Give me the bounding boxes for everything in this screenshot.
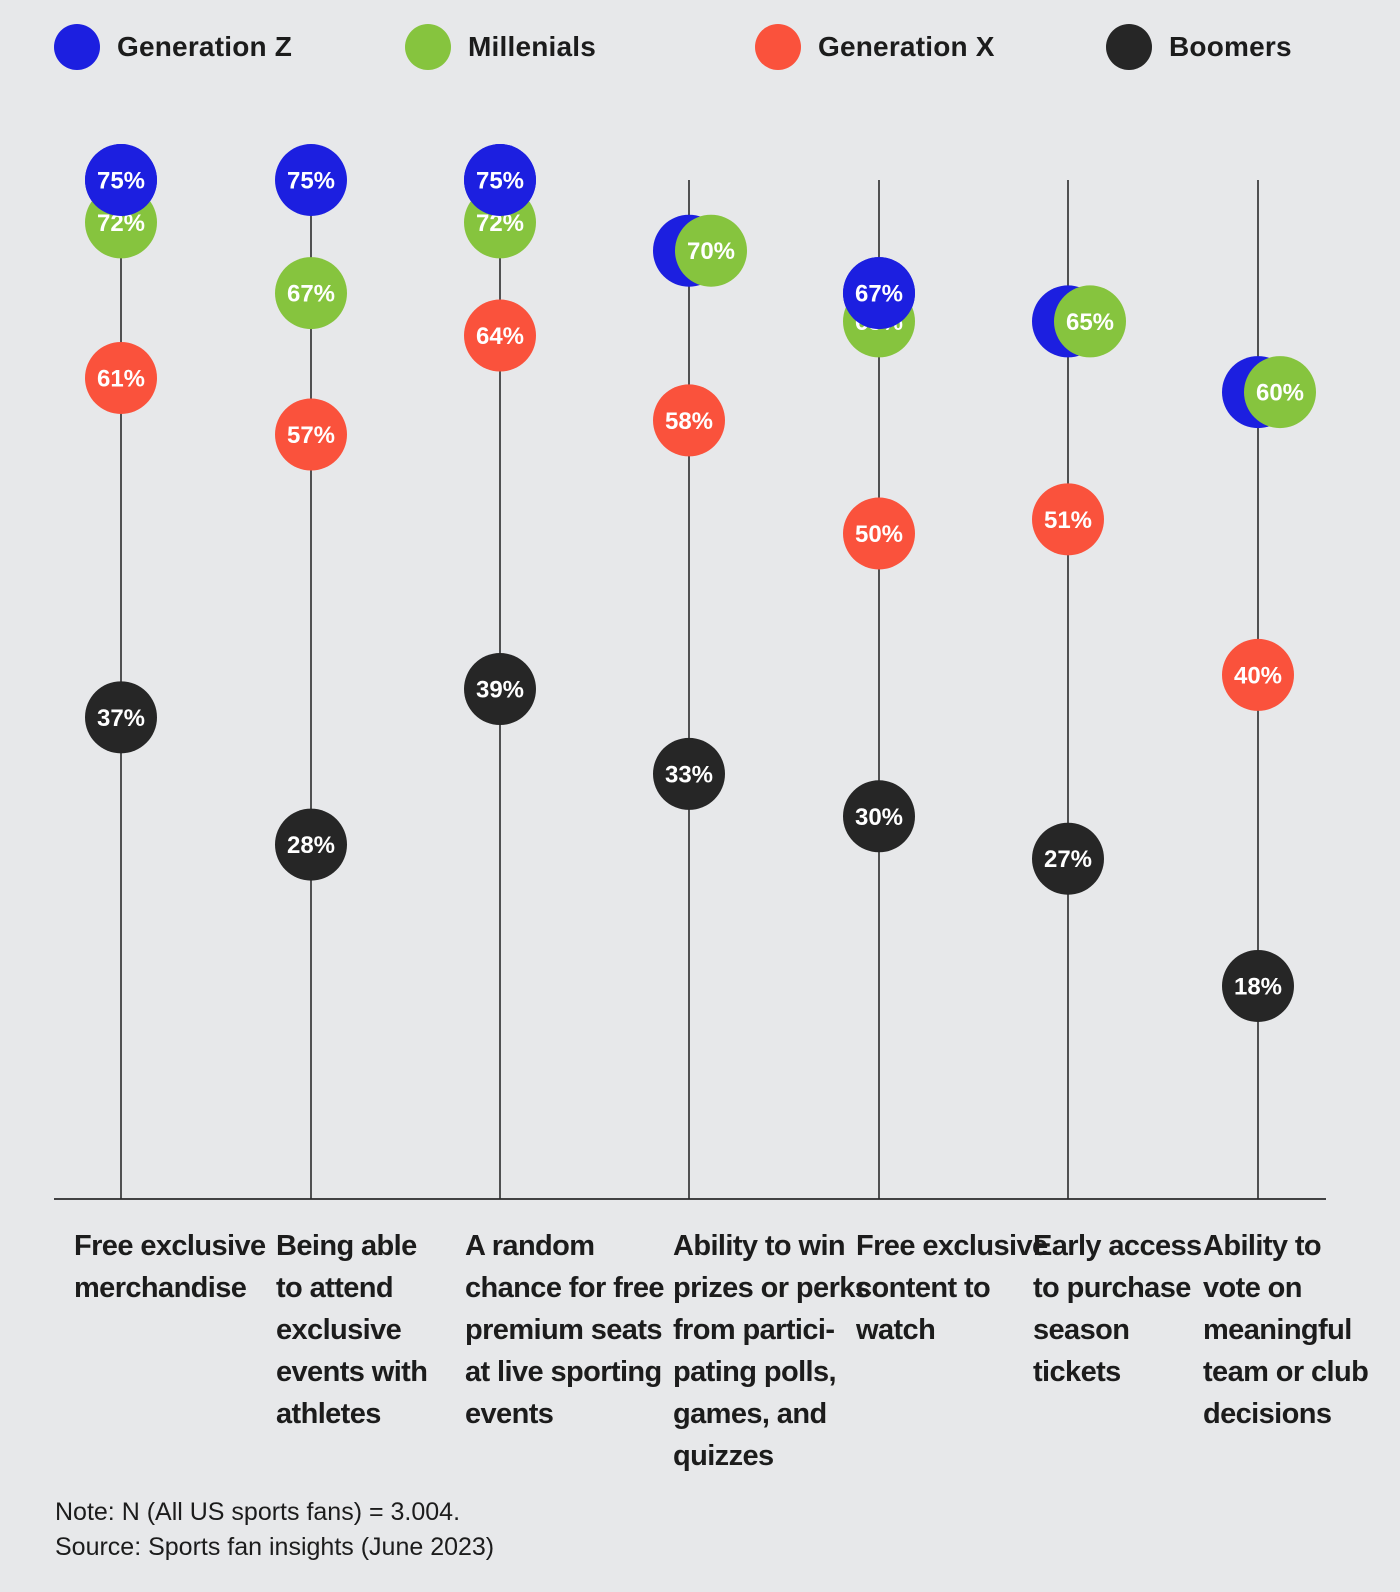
data-label: 60% [1256,380,1304,407]
category-label: Ability to win prizes or perks from part… [673,1230,871,1472]
legend-swatch [54,24,100,70]
legend-label: Generation Z [117,31,293,62]
data-label: 33% [665,761,713,788]
dot-millenials [675,214,747,287]
dot-boomers [1222,949,1294,1022]
data-label: 30% [855,804,903,831]
dot-boomers [464,653,536,726]
dot-generation-x [843,497,915,570]
category-label: Free exclusive content to watch [856,1230,1048,1346]
dot-boomers [653,737,725,810]
dot-boomers [1032,822,1104,895]
dot-boomers [843,780,915,853]
dot-millenials [275,257,347,330]
dot-boomers [85,681,157,754]
data-label: 28% [287,832,335,859]
source-text: Source: Sports fan insights (June 2023) [55,1533,495,1561]
legend: Generation Z Millenials Generation X Boo… [0,24,1400,70]
category-label: Free exclusive merchandise [74,1230,266,1304]
dot-generation-x [1222,638,1294,711]
data-label: 61% [97,365,145,392]
dot-generation-z [464,144,536,216]
note-text: Note: N (All US sports fans) = 3.004. [55,1498,461,1526]
dot-generation-z [843,257,915,330]
data-label: 18% [1234,973,1282,1000]
dot-millenials [1054,285,1126,358]
data-label: 75% [97,168,145,195]
data-label: 58% [665,408,713,435]
legend-swatch [405,24,451,70]
dot-generation-x [1032,483,1104,556]
data-label: 40% [1234,662,1282,689]
category-label: Being able to attend exclusive events wi… [276,1230,428,1430]
footnote: Note: N (All US sports fans) = 3.004. So… [55,1495,494,1565]
legend-label: Millenials [468,31,597,62]
data-label: 75% [287,168,335,195]
dot-generation-x [275,398,347,471]
dot-generation-z [275,144,347,216]
legend-item-generation-z: Generation Z [54,24,292,70]
legend-label: Generation X [818,31,995,62]
legend-item-generation-x: Generation X [755,24,995,70]
category-label: A random chance for free premium seats a… [465,1230,665,1430]
legend-item-boomers: Boomers [1106,24,1292,70]
dot-boomers [275,808,347,881]
data-label: 70% [687,238,735,265]
legend-item-millenials: Millenials [405,24,596,70]
data-label: 67% [855,281,903,308]
category-label: Ability to vote on meaningful team or cl… [1203,1230,1369,1430]
data-label: 65% [1066,309,1114,336]
data-label: 37% [97,705,145,732]
legend-swatch [755,24,801,70]
category-label: Early access to purchase season tickets [1033,1230,1202,1388]
dot-generation-x [653,384,725,457]
data-label: 39% [476,677,524,704]
dot-generation-x [85,341,157,414]
data-label: 64% [476,323,524,350]
data-label: 27% [1044,846,1092,873]
dot-generation-x [464,299,536,372]
data-label: 50% [855,521,903,548]
dot-generation-z [85,144,157,216]
data-label: 67% [287,281,335,308]
legend-swatch [1106,24,1152,70]
data-label: 57% [287,422,335,449]
data-label: 75% [476,168,524,195]
legend-label: Boomers [1169,31,1292,62]
dot-millenials [1244,356,1316,429]
data-label: 51% [1044,507,1092,534]
